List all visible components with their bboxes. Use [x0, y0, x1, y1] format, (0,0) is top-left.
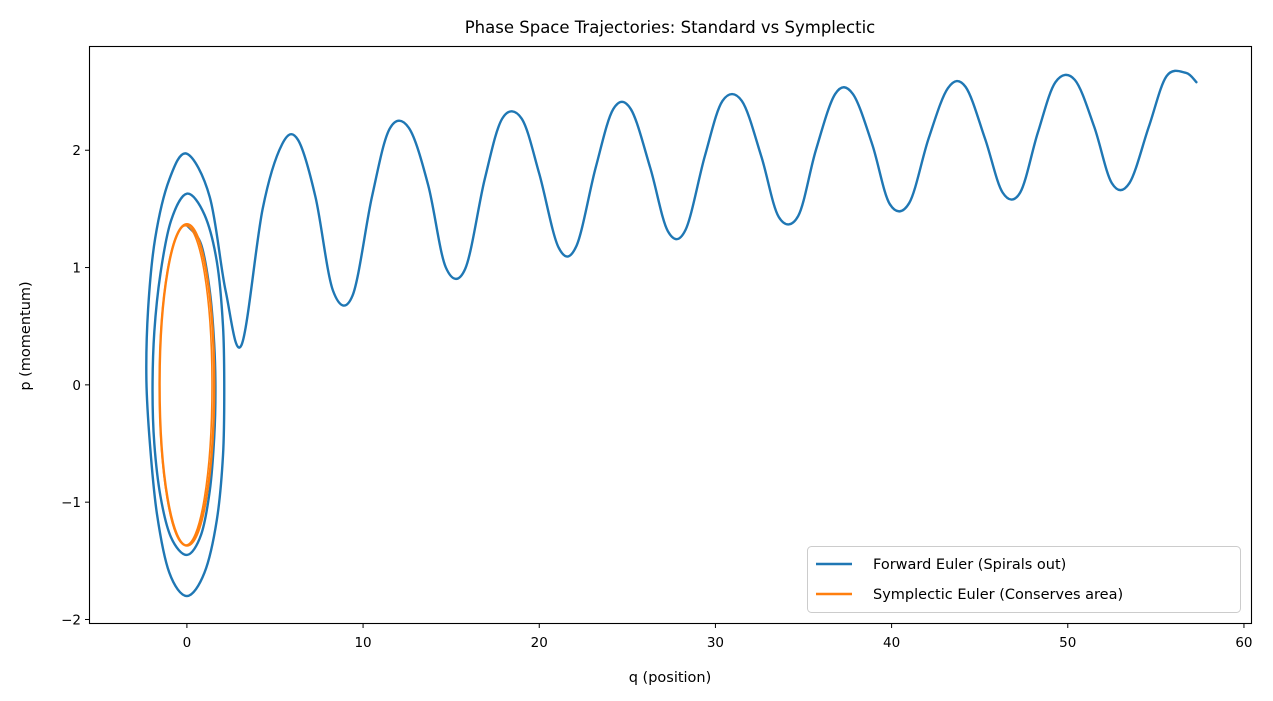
y-tick-label: 0: [72, 378, 81, 394]
chart-title: Phase Space Trajectories: Standard vs Sy…: [465, 18, 876, 37]
x-tick-label: 40: [883, 635, 900, 651]
x-tick-label: 60: [1235, 635, 1252, 651]
x-axis-label: q (position): [629, 670, 712, 686]
x-tick-label: 10: [354, 635, 371, 651]
y-tick-label: 2: [72, 143, 81, 159]
axes-frame: [88, 45, 1253, 625]
legend-label-forward-euler: Forward Euler (Spirals out): [873, 557, 1066, 573]
y-tick-label: −1: [61, 495, 81, 511]
x-tick-label: 50: [1059, 635, 1076, 651]
x-tick-label: 0: [183, 635, 192, 651]
legend: Forward Euler (Spirals out) Symplectic E…: [807, 546, 1241, 613]
x-axis: 0 10 20 30 40 50 60: [183, 623, 1253, 651]
legend-box: [807, 546, 1241, 613]
y-axis-label: p (momentum): [18, 281, 34, 390]
legend-label-symplectic-euler: Symplectic Euler (Conserves area): [873, 587, 1123, 603]
series-forward-euler-line: [145, 69, 1198, 598]
y-axis: −2 −1 0 1 2: [61, 143, 90, 628]
y-tick-label: 1: [72, 261, 81, 277]
x-tick-label: 30: [707, 635, 724, 651]
y-tick-label: −2: [61, 612, 81, 628]
x-tick-label: 20: [531, 635, 548, 651]
series-symplectic-euler-overlap: [158, 224, 213, 546]
plot-area: [145, 69, 1198, 598]
